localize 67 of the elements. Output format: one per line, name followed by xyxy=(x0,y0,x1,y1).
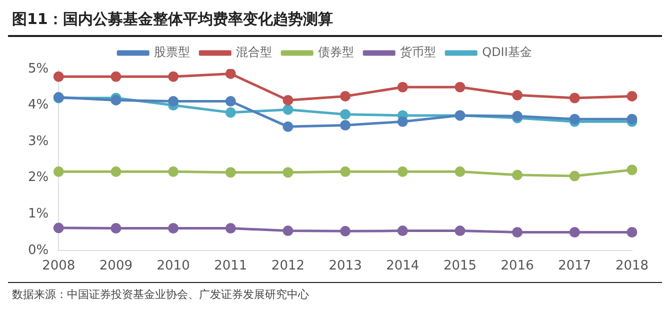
point xyxy=(626,164,638,176)
point xyxy=(626,227,638,238)
point xyxy=(454,82,466,92)
point xyxy=(225,96,236,107)
point xyxy=(53,222,64,234)
point xyxy=(569,227,580,238)
point xyxy=(569,92,580,104)
point xyxy=(282,94,294,106)
x-tick-label: 2015 xyxy=(443,258,477,274)
legend-label: 股票型 xyxy=(154,45,190,60)
point xyxy=(168,96,179,107)
point xyxy=(340,109,351,120)
y-tick-label: 5% xyxy=(28,61,49,76)
point xyxy=(569,114,580,124)
point xyxy=(110,71,122,82)
y-tick-label: 0% xyxy=(28,242,49,258)
x-tick-label: 2010 xyxy=(156,258,190,274)
x-tick-label: 2013 xyxy=(328,258,362,274)
x-tick-label: 2012 xyxy=(271,258,305,274)
point xyxy=(397,82,408,92)
point xyxy=(340,166,351,177)
legend-label: QDII基金 xyxy=(482,45,532,60)
point xyxy=(225,69,236,79)
point xyxy=(454,166,466,177)
point xyxy=(397,116,408,127)
point xyxy=(282,121,294,132)
point xyxy=(512,227,523,238)
point xyxy=(397,226,408,236)
point xyxy=(454,226,466,236)
point xyxy=(168,166,179,177)
x-tick-label: 2017 xyxy=(558,258,592,274)
y-tick-label: 3% xyxy=(28,134,49,149)
point xyxy=(110,166,122,177)
point xyxy=(626,90,638,102)
point xyxy=(340,120,351,130)
source-note: 数据来源：中国证券投资基金业协会、广发证券发展研究中心 xyxy=(12,287,310,302)
x-tick-label: 2018 xyxy=(615,258,649,274)
point xyxy=(512,170,523,180)
point xyxy=(282,167,294,178)
point xyxy=(168,71,179,82)
x-tick-label: 2008 xyxy=(42,258,76,274)
x-tick-label: 2014 xyxy=(386,258,420,274)
point xyxy=(53,166,64,177)
y-tick-label: 1% xyxy=(28,206,49,222)
y-tick-label: 4% xyxy=(28,98,49,113)
point xyxy=(282,226,294,236)
point xyxy=(53,71,64,82)
point xyxy=(340,90,351,102)
point xyxy=(569,170,580,182)
point xyxy=(225,223,236,234)
point xyxy=(340,226,351,236)
point xyxy=(225,167,236,178)
legend-label: 混合型 xyxy=(236,45,272,60)
legend-label: 货币型 xyxy=(400,45,436,60)
x-tick-label: 2016 xyxy=(500,258,534,274)
y-tick-label: 2% xyxy=(28,170,49,186)
point xyxy=(225,107,236,118)
chart-title: 图11：国内公募基金整体平均费率变化趋势测算 xyxy=(8,8,662,37)
legend-label: 债券型 xyxy=(318,45,354,60)
x-tick-label: 2009 xyxy=(99,258,133,274)
point xyxy=(626,114,638,124)
point xyxy=(512,90,523,100)
x-tick-label: 2011 xyxy=(214,258,248,274)
point xyxy=(397,166,408,177)
point xyxy=(168,223,179,234)
point xyxy=(110,223,122,234)
point xyxy=(282,104,294,115)
